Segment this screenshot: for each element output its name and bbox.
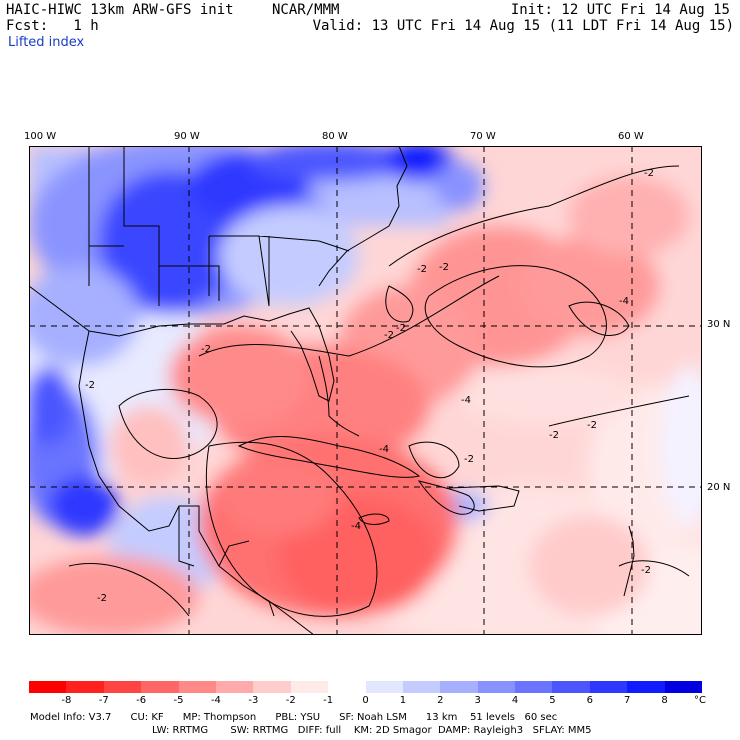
contour-label: -2: [464, 454, 474, 465]
map-canvas: -2 -2 -2 -2 -2 -2 -2 -2 -2 -4 -4 -4 -4 -…: [29, 146, 702, 635]
init-time: Init: 12 UTC Fri 14 Aug 15: [510, 2, 730, 18]
colorbar: [29, 681, 703, 693]
lat-label-30n: 30 N: [707, 319, 731, 330]
colorbar-tick-label: 7: [624, 695, 631, 706]
contour-label: -2: [201, 344, 211, 355]
contour-label: -2: [384, 330, 394, 341]
field-name: Lifted index: [8, 35, 85, 50]
colorbar-tick-label: -2: [285, 695, 296, 706]
colorbar-tick-label: -7: [98, 695, 109, 706]
valid-time: Valid: 13 UTC Fri 14 Aug 15 (11 LDT Fri …: [312, 18, 734, 34]
coastlines: [29, 146, 635, 635]
colorbar-tick-label: 2: [437, 695, 444, 706]
colorbar-ticks: -8 -7 -6 -5 -4 -3 -2 -1 0 1 2 3 4 5 6 7 8: [29, 695, 702, 707]
colorbar-swatch: [290, 681, 329, 693]
colorbar-swatch: [664, 681, 703, 693]
contour-label: -2: [549, 430, 559, 441]
colorbar-tick-label: -1: [323, 695, 334, 706]
contour-label: -2: [85, 380, 95, 391]
model-info-line1: Model Info: V3.7 CU: KF MP: Thompson PBL…: [30, 712, 558, 723]
colorbar-swatch: [552, 681, 590, 693]
colorbar-tick-label: 8: [661, 695, 668, 706]
contour-label: -2: [97, 593, 107, 604]
contour-label: -4: [461, 395, 471, 406]
colorbar-swatch: [627, 681, 665, 693]
shaded-field: [29, 146, 702, 635]
contour-label-group: -2 -2 -2 -2 -2 -2 -2 -2 -2 -4 -4 -4 -4 -…: [85, 168, 654, 604]
contour-label: -2: [641, 565, 651, 576]
colorbar-swatch: [440, 681, 478, 693]
colorbar-swatch: [328, 681, 366, 693]
colorbar-swatch: [103, 681, 142, 693]
contour-label: -4: [351, 521, 361, 532]
colorbar-swatch: [477, 681, 516, 693]
lon-label-70w: 70 W: [470, 131, 496, 142]
lon-label-100w: 100 W: [24, 131, 57, 142]
colorbar-tick-label: 1: [399, 695, 407, 706]
forecast-hour: Fcst: 1 h: [6, 18, 99, 34]
colorbar-swatch: [365, 681, 403, 693]
contour-lines: [68, 165, 690, 617]
colorbar-swatch: [402, 681, 441, 693]
lifted-index-map: -2 -2 -2 -2 -2 -2 -2 -2 -2 -4 -4 -4 -4 -…: [29, 146, 702, 635]
contour-label: -2: [417, 264, 427, 275]
colorbar-tick-label: 5: [549, 695, 556, 706]
contour-label: -4: [379, 444, 389, 455]
organization-label: NCAR/MMM: [272, 2, 340, 18]
colorbar-swatch: [66, 681, 104, 693]
colorbar-tick-label: 6: [586, 695, 594, 706]
contour-label: -2: [439, 262, 449, 273]
contour-label: -4: [619, 296, 629, 307]
colorbar-swatch: [215, 681, 254, 693]
colorbar-tick-label: -3: [248, 695, 259, 706]
contour-label: -2: [587, 420, 597, 431]
colorbar-swatch: [589, 681, 628, 693]
lon-label-90w: 90 W: [174, 131, 200, 142]
colorbar-tick-label: -6: [136, 695, 147, 706]
colorbar-tick-label: -8: [61, 695, 72, 706]
model-info-line2: LW: RRTMG SW: RRTMG DIFF: full KM: 2D Sm…: [152, 725, 592, 736]
colorbar-swatch: [515, 681, 553, 693]
colorbar-swatch: [29, 681, 67, 693]
colorbar-swatch: [178, 681, 216, 693]
colorbar-tick-label: 4: [511, 695, 519, 706]
colorbar-tick-label: -5: [173, 695, 184, 706]
colorbar-swatch: [141, 681, 179, 693]
colorbar-tick-label: -4: [210, 695, 221, 706]
contour-label: -2: [396, 323, 406, 334]
colorbar-unit: °C: [694, 695, 706, 706]
lon-label-60w: 60 W: [618, 131, 644, 142]
lon-label-80w: 80 W: [322, 131, 348, 142]
model-title: HAIC-HIWC 13km ARW-GFS init: [6, 2, 234, 18]
lat-label-20n: 20 N: [707, 482, 731, 493]
colorbar-swatch: [253, 681, 291, 693]
map-border: [29, 146, 702, 635]
colorbar-tick-label: 3: [474, 695, 481, 706]
lat-lon-grid: [29, 146, 702, 635]
colorbar-tick-label: 0: [362, 695, 369, 706]
contour-label: -2: [644, 168, 654, 179]
